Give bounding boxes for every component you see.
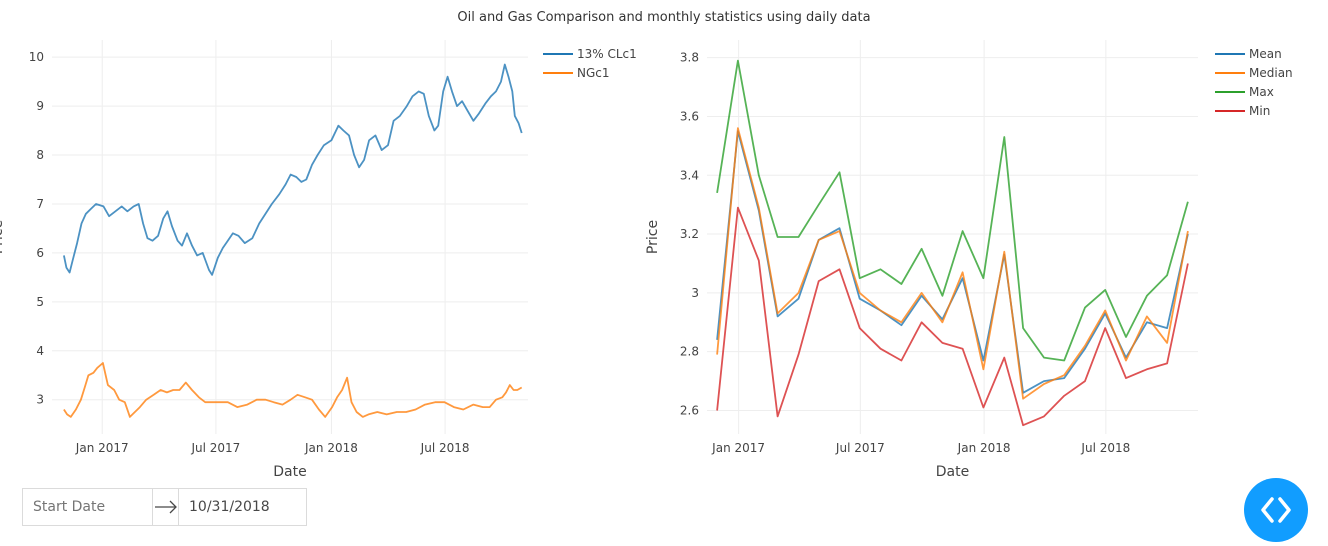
y-tick-label: 7 [36, 197, 44, 211]
x-tick-label: Jul 2018 [420, 441, 470, 455]
series-line-ngc1[interactable] [63, 362, 523, 418]
y-tick-label: 5 [36, 295, 44, 309]
y-tick-label: 3.4 [680, 168, 699, 182]
x-tick-label: Jul 2017 [835, 441, 885, 455]
x-tick-label: Jan 2017 [75, 441, 129, 455]
x-tick-label: Jul 2017 [190, 441, 240, 455]
y-tick-label: 9 [36, 99, 44, 113]
y-tick-label: 3.6 [680, 109, 699, 123]
legend-label[interactable]: Min [1249, 104, 1270, 118]
code-view-button[interactable] [1244, 478, 1308, 542]
series-line-13-clc1[interactable] [63, 63, 523, 276]
y-tick-label: 3 [36, 393, 44, 407]
code-icon [1261, 497, 1291, 523]
legend-label[interactable]: 13% CLc1 [577, 47, 637, 61]
y-tick-label: 2.8 [680, 345, 699, 359]
legend-label[interactable]: NGc1 [577, 66, 610, 80]
y-tick-label: 8 [36, 148, 44, 162]
y-axis-title: Price [645, 220, 661, 254]
y-tick-label: 6 [36, 246, 44, 260]
series-line-median[interactable] [716, 127, 1189, 400]
y-tick-label: 2.6 [680, 403, 699, 417]
monthly-stats-chart[interactable]: 2.6 2.8 3 3.2 3.4 3.6 3.8 Jan 2017 Jul 2017 Jan 2… [0, 0, 1328, 486]
page-title: Oil and Gas Comparison and monthly stati… [457, 10, 871, 25]
y-tick-label: 3.8 [680, 51, 699, 65]
y-tick-label: 10 [29, 50, 44, 64]
date-range-picker[interactable] [22, 488, 307, 526]
series-line-min[interactable] [716, 206, 1189, 427]
legend-label[interactable]: Max [1249, 85, 1274, 99]
y-tick-label: 3.2 [680, 227, 699, 241]
end-date-input[interactable] [178, 489, 306, 525]
x-tick-label: Jan 2017 [711, 441, 765, 455]
arrow-right-icon [154, 495, 178, 519]
y-axis-title: Price [0, 220, 6, 254]
legend-label[interactable]: Median [1249, 66, 1293, 80]
x-tick-label: Jan 2018 [957, 441, 1011, 455]
y-tick-label: 3 [691, 286, 699, 300]
x-axis-title: Date [273, 464, 306, 480]
x-axis-title: Date [936, 464, 969, 480]
series-line-max[interactable] [716, 59, 1189, 362]
y-tick-label: 4 [36, 344, 44, 358]
x-tick-label: Jan 2018 [304, 441, 358, 455]
oil-gas-price-chart[interactable]: 3 4 5 6 7 8 9 10 Jan 2017 Jul 2017 Jan 2018 Jul 201… [0, 0, 660, 486]
x-tick-label: Jul 2018 [1080, 441, 1130, 455]
legend-label[interactable]: Mean [1249, 47, 1282, 61]
start-date-input[interactable] [23, 489, 153, 525]
